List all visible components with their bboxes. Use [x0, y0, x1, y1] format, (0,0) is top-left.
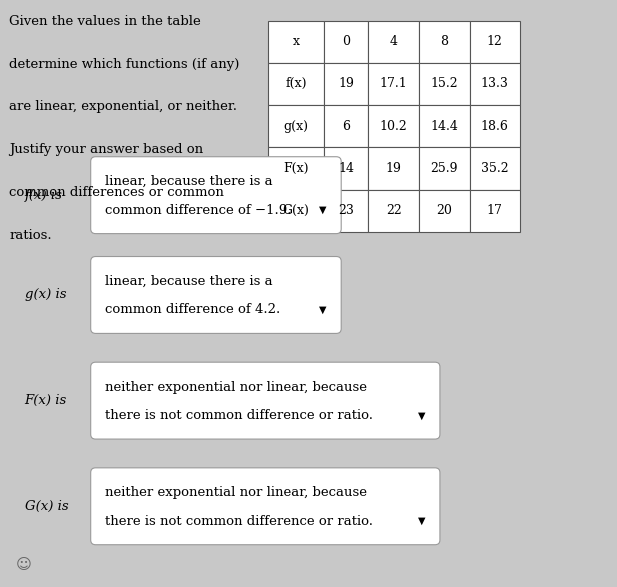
Text: determine which functions (if any): determine which functions (if any)	[9, 58, 239, 70]
Text: 12: 12	[487, 35, 503, 48]
Text: 35.2: 35.2	[481, 162, 508, 175]
Text: there is not common difference or ratio.: there is not common difference or ratio.	[105, 515, 373, 528]
Bar	[368, 190, 419, 232]
Text: 6: 6	[342, 120, 350, 133]
Bar	[324, 190, 368, 232]
Bar	[268, 190, 324, 232]
Text: 18.6: 18.6	[481, 120, 509, 133]
Text: neither exponential nor linear, because: neither exponential nor linear, because	[105, 380, 367, 394]
Text: 23: 23	[338, 204, 354, 217]
Bar	[324, 21, 368, 63]
Bar	[268, 63, 324, 105]
Bar	[419, 147, 470, 190]
Bar	[324, 63, 368, 105]
Text: ratios.: ratios.	[9, 229, 52, 242]
Text: 10.2: 10.2	[380, 120, 407, 133]
FancyBboxPatch shape	[91, 362, 440, 439]
Bar	[419, 21, 470, 63]
Text: common difference of −1.9.: common difference of −1.9.	[105, 204, 291, 217]
Text: F(x) is: F(x) is	[25, 394, 67, 407]
Bar	[268, 105, 324, 147]
Bar	[470, 190, 520, 232]
Text: 14: 14	[338, 162, 354, 175]
Text: f(x) is: f(x) is	[25, 188, 62, 202]
Bar	[268, 147, 324, 190]
Text: f(x): f(x)	[286, 77, 307, 90]
FancyBboxPatch shape	[91, 157, 341, 234]
Text: common differences or common: common differences or common	[9, 186, 224, 199]
Bar	[368, 63, 419, 105]
Text: x: x	[292, 35, 300, 48]
Text: 8: 8	[441, 35, 448, 48]
Text: 17.1: 17.1	[380, 77, 407, 90]
Text: ▼: ▼	[319, 305, 326, 315]
Text: ▼: ▼	[418, 410, 425, 420]
Text: Given the values in the table: Given the values in the table	[9, 15, 201, 28]
Bar	[419, 63, 470, 105]
FancyBboxPatch shape	[91, 257, 341, 333]
Bar	[470, 63, 520, 105]
Text: G(x) is: G(x) is	[25, 500, 68, 513]
Bar	[419, 105, 470, 147]
Text: 19: 19	[338, 77, 354, 90]
Bar	[324, 147, 368, 190]
Text: G(x): G(x)	[283, 204, 310, 217]
Text: 20: 20	[436, 204, 452, 217]
Text: 19: 19	[386, 162, 402, 175]
Text: neither exponential nor linear, because: neither exponential nor linear, because	[105, 486, 367, 500]
Text: ▼: ▼	[319, 205, 326, 215]
Text: Justify your answer based on: Justify your answer based on	[9, 143, 204, 156]
Text: g(x): g(x)	[284, 120, 308, 133]
Text: 0: 0	[342, 35, 350, 48]
Text: 14.4: 14.4	[430, 120, 458, 133]
Text: 4: 4	[390, 35, 397, 48]
Text: ☺: ☺	[15, 557, 31, 572]
Text: 22: 22	[386, 204, 402, 217]
Text: 13.3: 13.3	[481, 77, 509, 90]
FancyBboxPatch shape	[91, 468, 440, 545]
Text: common difference of 4.2.: common difference of 4.2.	[105, 303, 280, 316]
Bar	[268, 21, 324, 63]
Text: linear, because there is a: linear, because there is a	[105, 175, 273, 188]
Bar	[470, 21, 520, 63]
Bar	[368, 105, 419, 147]
Text: linear, because there is a: linear, because there is a	[105, 275, 273, 288]
Text: 25.9: 25.9	[431, 162, 458, 175]
Bar	[470, 105, 520, 147]
Bar	[368, 147, 419, 190]
Bar	[419, 190, 470, 232]
Text: are linear, exponential, or neither.: are linear, exponential, or neither.	[9, 100, 238, 113]
Text: 15.2: 15.2	[431, 77, 458, 90]
Text: F(x): F(x)	[283, 162, 309, 175]
Bar	[368, 21, 419, 63]
Text: g(x) is: g(x) is	[25, 288, 66, 302]
Bar	[470, 147, 520, 190]
Text: ▼: ▼	[418, 516, 425, 526]
Bar	[324, 105, 368, 147]
Text: 17: 17	[487, 204, 503, 217]
Text: there is not common difference or ratio.: there is not common difference or ratio.	[105, 409, 373, 422]
